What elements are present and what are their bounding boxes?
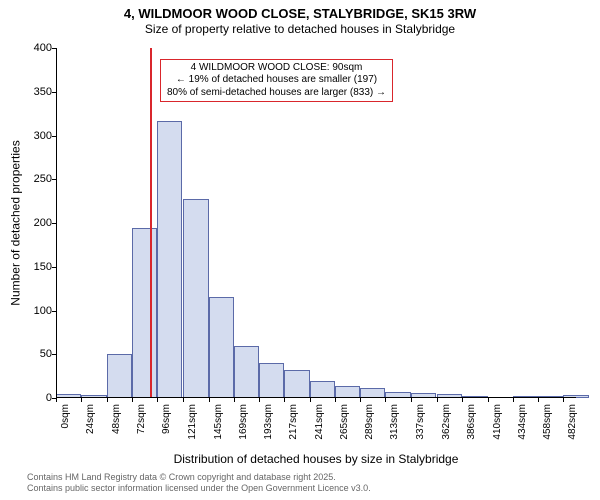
x-axis-label: Distribution of detached houses by size …	[56, 452, 576, 466]
x-tick-mark	[56, 398, 57, 402]
x-tick-label: 72sqm	[136, 404, 147, 434]
x-tick-label: 313sqm	[389, 404, 400, 440]
x-tick-label: 121sqm	[187, 404, 198, 440]
x-tick-mark	[259, 398, 260, 402]
x-tick-label: 169sqm	[238, 404, 249, 440]
x-tick-label: 337sqm	[415, 404, 426, 440]
x-tick-label: 482sqm	[567, 404, 578, 440]
axis-frame	[56, 48, 576, 398]
x-tick-label: 145sqm	[213, 404, 224, 440]
x-tick-mark	[234, 398, 235, 402]
x-tick-label: 0sqm	[60, 404, 71, 428]
x-tick-mark	[563, 398, 564, 402]
x-tick-mark	[310, 398, 311, 402]
x-tick-label: 410sqm	[492, 404, 503, 440]
x-tick-label: 24sqm	[85, 404, 96, 434]
x-tick-mark	[132, 398, 133, 402]
x-tick-mark	[462, 398, 463, 402]
footer-line1: Contains HM Land Registry data © Crown c…	[27, 472, 371, 483]
y-tick-label: 150	[12, 261, 56, 273]
x-tick-mark	[513, 398, 514, 402]
y-tick-label: 0	[12, 392, 56, 404]
x-tick-mark	[81, 398, 82, 402]
x-tick-label: 458sqm	[542, 404, 553, 440]
x-tick-mark	[385, 398, 386, 402]
chart-title-block: 4, WILDMOOR WOOD CLOSE, STALYBRIDGE, SK1…	[0, 0, 600, 37]
x-tick-label: 362sqm	[441, 404, 452, 440]
chart-title-address: 4, WILDMOOR WOOD CLOSE, STALYBRIDGE, SK1…	[0, 6, 600, 22]
x-tick-mark	[538, 398, 539, 402]
x-tick-label: 289sqm	[364, 404, 375, 440]
x-tick-label: 434sqm	[517, 404, 528, 440]
x-tick-label: 241sqm	[314, 404, 325, 440]
x-tick-mark	[335, 398, 336, 402]
x-tick-label: 217sqm	[288, 404, 299, 440]
x-tick-mark	[437, 398, 438, 402]
y-tick-label: 350	[12, 86, 56, 98]
x-tick-mark	[183, 398, 184, 402]
x-tick-mark	[209, 398, 210, 402]
x-tick-mark	[360, 398, 361, 402]
x-tick-mark	[488, 398, 489, 402]
y-tick-label: 50	[12, 348, 56, 360]
chart-plot-area: 0501001502002503003504000sqm24sqm48sqm72…	[56, 48, 576, 398]
x-tick-mark	[107, 398, 108, 402]
y-tick-label: 250	[12, 173, 56, 185]
y-tick-label: 100	[12, 305, 56, 317]
x-tick-mark	[411, 398, 412, 402]
y-tick-label: 400	[12, 42, 56, 54]
footer-line2: Contains public sector information licen…	[27, 483, 371, 494]
y-tick-label: 300	[12, 130, 56, 142]
attribution-footer: Contains HM Land Registry data © Crown c…	[27, 472, 371, 494]
x-tick-label: 96sqm	[161, 404, 172, 434]
x-tick-label: 265sqm	[339, 404, 350, 440]
x-tick-mark	[157, 398, 158, 402]
x-tick-label: 193sqm	[263, 404, 274, 440]
chart-title-subtitle: Size of property relative to detached ho…	[0, 22, 600, 37]
x-tick-mark	[284, 398, 285, 402]
y-tick-label: 200	[12, 217, 56, 229]
x-tick-label: 48sqm	[111, 404, 122, 434]
x-tick-label: 386sqm	[466, 404, 477, 440]
